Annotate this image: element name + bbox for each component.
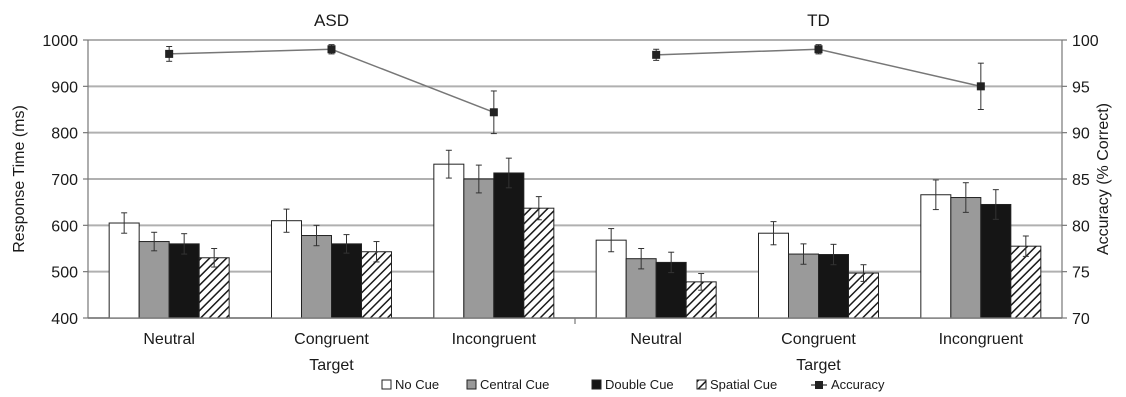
legend: No Cue Central Cue Double Cue Spatial Cue Ac… <box>381 377 885 392</box>
legend-swatch <box>696 379 707 390</box>
y-right-tick-label: 75 <box>1072 265 1090 282</box>
accuracy-point <box>976 82 985 91</box>
y-right-tick-label: 70 <box>1072 311 1090 328</box>
legend-label: Spatial Cue <box>710 377 777 392</box>
accuracy-point <box>814 45 823 54</box>
legend-swatch <box>466 379 477 390</box>
legend-label: Double Cue <box>605 377 674 392</box>
x-tick-label: Incongruent <box>452 331 537 348</box>
legend-swatch <box>381 379 392 390</box>
bar <box>138 241 170 319</box>
accuracy-point <box>165 49 174 58</box>
axes <box>83 39 1067 324</box>
accuracy-point <box>327 45 336 54</box>
bar <box>1010 245 1042 319</box>
panel-title: ASD <box>314 11 349 30</box>
x-tick-label: Neutral <box>630 331 682 348</box>
accuracy-series <box>165 44 985 135</box>
y-tick-label: 500 <box>51 265 78 282</box>
bar <box>463 178 495 319</box>
bars <box>108 149 1042 319</box>
y-tick-label: 600 <box>51 218 78 235</box>
bar <box>595 239 627 319</box>
y-tick-label: 800 <box>51 126 78 143</box>
bar <box>331 243 362 319</box>
accuracy-line <box>656 48 982 88</box>
legend-label: Accuracy <box>831 377 885 392</box>
x-tick-label: Neutral <box>143 331 195 348</box>
bar <box>271 220 302 319</box>
bar <box>980 203 1012 319</box>
y-tick-label: 900 <box>51 79 78 96</box>
y-right-tick-label: 80 <box>1072 218 1090 235</box>
bar <box>950 197 982 319</box>
accuracy-line <box>169 48 495 113</box>
y-right-tick-label: 90 <box>1072 126 1090 143</box>
x-tick-label: Incongruent <box>939 331 1024 348</box>
bar <box>523 207 555 319</box>
legend-marker <box>815 381 823 389</box>
x-tick-label: Congruent <box>294 331 369 348</box>
bar <box>920 194 952 319</box>
accuracy-point <box>652 50 661 59</box>
x-axis-title: Target <box>309 357 354 374</box>
x-tick-label: Congruent <box>781 331 856 348</box>
bar <box>168 243 200 319</box>
gridlines <box>88 39 1062 319</box>
y-tick-label: 1000 <box>42 33 78 50</box>
bar <box>301 235 332 319</box>
y-right-tick-label: 85 <box>1072 172 1090 189</box>
bar <box>433 163 465 319</box>
y-tick-label: 700 <box>51 172 78 189</box>
y-tick-label: 400 <box>51 311 78 328</box>
legend-label: No Cue <box>395 377 439 392</box>
panel-title: TD <box>807 11 830 30</box>
y-axis-right-title: Accuracy (% Correct) <box>1095 103 1112 255</box>
y-right-tick-label: 95 <box>1072 79 1090 96</box>
y-right-tick-label: 100 <box>1072 33 1099 50</box>
bar <box>493 172 525 319</box>
x-axis-title: Target <box>796 357 841 374</box>
accuracy-point <box>489 108 498 117</box>
bar <box>758 232 789 319</box>
legend-swatch <box>591 379 602 390</box>
bar <box>108 222 140 319</box>
legend-label: Central Cue <box>480 377 549 392</box>
labels: 400 500 600 700 800 900 1000 70 75 80 85 90 95 100 Res… <box>11 11 1112 374</box>
y-axis-title: Response Time (ms) <box>11 105 28 253</box>
